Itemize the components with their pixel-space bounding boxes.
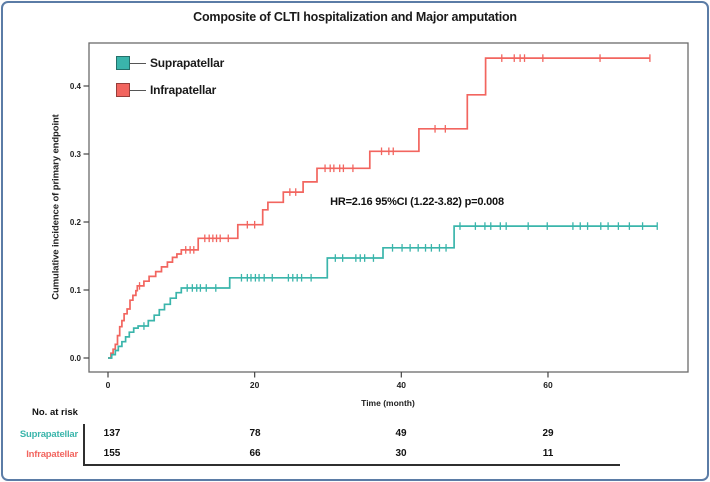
legend-label-infrapatellar: Infrapatellar xyxy=(150,83,217,97)
legend-connector-line xyxy=(130,89,146,91)
risk-row-label-infrapatellar: Infrapatellar xyxy=(26,449,78,460)
y-tick-label: 0.2 xyxy=(70,218,82,227)
risk-cell: 49 xyxy=(395,428,407,439)
legend-item-suprapatellar: Suprapatellar xyxy=(116,56,224,70)
risk-cell: 78 xyxy=(249,428,261,439)
y-tick-label: 0.4 xyxy=(70,82,82,91)
risk-cell: 11 xyxy=(542,448,554,459)
risk-cell: 155 xyxy=(103,448,121,459)
x-tick-label: 20 xyxy=(250,380,260,390)
hazard-ratio-annotation: HR=2.16 95%CI (1.22-3.82) p=0.008 xyxy=(330,196,504,208)
infrapatellar-swatch-icon xyxy=(116,83,130,97)
legend-item-infrapatellar: Infrapatellar xyxy=(116,83,224,97)
risk-cell: 66 xyxy=(249,448,261,459)
risk-cell: 29 xyxy=(542,428,554,439)
risk-table-axis-vertical xyxy=(83,424,85,466)
risk-row-label-suprapatellar: Suprapatellar xyxy=(19,429,78,440)
curve-suprapatellar xyxy=(108,225,658,359)
y-tick-label: 0.3 xyxy=(70,150,82,159)
plot-frame xyxy=(88,42,689,373)
suprapatellar-swatch-icon xyxy=(116,56,130,70)
risk-cell: 30 xyxy=(395,448,407,459)
curve-infrapatellar xyxy=(108,57,650,359)
chart-title: Composite of CLTI hospitalization and Ma… xyxy=(193,10,517,24)
y-tick-label: 0.0 xyxy=(70,354,82,363)
x-axis-label: Time (month) xyxy=(361,398,415,408)
x-tick-label: 40 xyxy=(397,380,407,390)
risk-table-header: No. at risk xyxy=(32,407,78,418)
legend-connector-line xyxy=(130,62,146,64)
x-tick-label: 60 xyxy=(543,380,553,390)
risk-table-axis-horizontal xyxy=(83,464,620,467)
x-tick-label: 0 xyxy=(106,380,111,390)
legend-label-suprapatellar: Suprapatellar xyxy=(150,56,225,70)
y-tick-label: 0.1 xyxy=(70,286,82,295)
risk-cell: 137 xyxy=(103,428,121,439)
legend: Suprapatellar Infrapatellar xyxy=(116,56,224,110)
